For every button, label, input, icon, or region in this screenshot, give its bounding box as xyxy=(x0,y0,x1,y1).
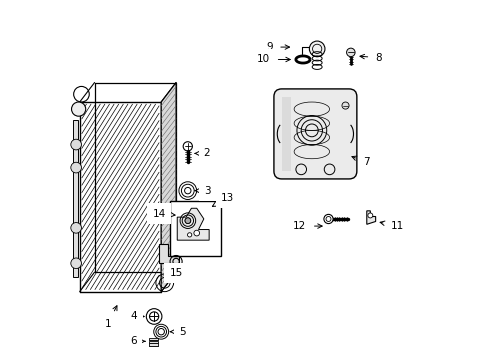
Circle shape xyxy=(309,41,325,57)
Text: 7: 7 xyxy=(351,156,369,167)
Text: 4: 4 xyxy=(131,311,144,321)
Circle shape xyxy=(346,48,354,57)
Text: 11: 11 xyxy=(379,221,403,231)
Text: 13: 13 xyxy=(212,193,234,206)
Bar xyxy=(149,343,157,346)
Text: 1: 1 xyxy=(104,306,117,329)
FancyBboxPatch shape xyxy=(273,89,356,179)
Circle shape xyxy=(183,142,192,151)
Bar xyxy=(149,338,157,340)
Bar xyxy=(149,341,157,343)
Polygon shape xyxy=(161,82,176,292)
Circle shape xyxy=(71,162,81,173)
Circle shape xyxy=(71,139,81,150)
Polygon shape xyxy=(281,97,290,171)
Polygon shape xyxy=(159,244,179,263)
Polygon shape xyxy=(177,208,209,240)
Text: 5: 5 xyxy=(170,327,185,337)
Circle shape xyxy=(194,230,199,236)
Circle shape xyxy=(184,218,190,224)
Circle shape xyxy=(367,213,372,218)
Circle shape xyxy=(187,233,191,237)
Circle shape xyxy=(323,215,332,224)
Text: 10: 10 xyxy=(257,54,290,64)
Bar xyxy=(170,201,221,256)
Text: 3: 3 xyxy=(195,186,210,195)
Circle shape xyxy=(71,222,81,233)
Polygon shape xyxy=(81,104,159,290)
Text: 12: 12 xyxy=(293,221,322,231)
Polygon shape xyxy=(72,120,78,278)
Text: 8: 8 xyxy=(359,53,382,63)
Text: 14: 14 xyxy=(152,209,175,219)
Text: 6: 6 xyxy=(130,336,144,346)
Circle shape xyxy=(341,102,348,109)
Circle shape xyxy=(71,258,81,269)
Text: 2: 2 xyxy=(195,148,210,158)
Text: 15: 15 xyxy=(169,268,183,278)
Circle shape xyxy=(71,102,85,116)
Text: 9: 9 xyxy=(265,42,289,52)
Polygon shape xyxy=(366,211,375,224)
